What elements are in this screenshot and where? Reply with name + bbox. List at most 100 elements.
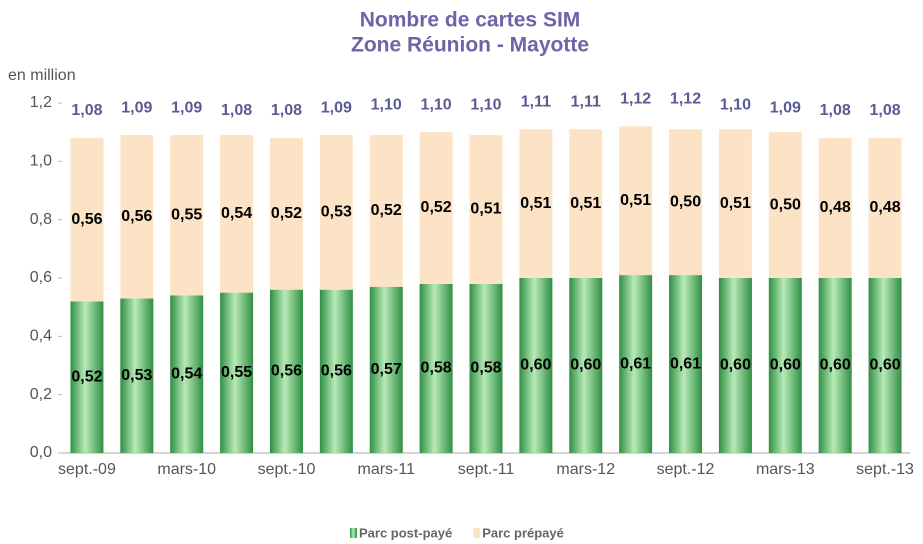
x-tick-label: mars-10: [157, 461, 216, 478]
x-tick-label: sept.-13: [856, 461, 914, 478]
data-label: 0,55: [171, 207, 202, 224]
total-label: 1,08: [271, 102, 302, 119]
bar-segment: [569, 278, 603, 453]
bar-segment: [818, 138, 852, 278]
x-tick-label: sept.-11: [458, 461, 515, 478]
bar-segment: [669, 129, 703, 276]
data-label: 0,48: [869, 199, 900, 216]
data-label: 0,60: [869, 357, 900, 374]
total-label: 1,09: [121, 99, 152, 116]
chart-subtitle: Zone Réunion - Mayotte: [351, 34, 589, 57]
data-label: 0,54: [171, 365, 202, 382]
data-label: 0,48: [820, 199, 851, 216]
bar-segment: [369, 135, 403, 287]
y-tick-label: 0,0: [30, 444, 52, 461]
data-label: 0,54: [221, 205, 252, 222]
total-label: 1,08: [71, 102, 102, 119]
data-label: 0,56: [121, 208, 152, 225]
y-tick-label: 0,8: [30, 211, 52, 228]
total-label: 1,08: [221, 102, 252, 119]
bar-segment: [818, 278, 852, 453]
total-label: 1,08: [820, 102, 851, 119]
total-label: 1,10: [720, 96, 751, 113]
data-label: 0,58: [421, 360, 452, 377]
bar-segment: [469, 135, 503, 284]
legend-swatch: [350, 528, 357, 538]
bar-segment: [70, 301, 104, 453]
total-label: 1,09: [770, 99, 801, 116]
y-tick-label: 1,2: [30, 94, 52, 111]
data-label: 0,55: [221, 364, 252, 381]
data-label: 0,60: [720, 357, 751, 374]
data-label: 0,60: [570, 357, 601, 374]
x-tick-label: sept.-12: [657, 461, 715, 478]
legend-label: Parc prépayé: [482, 525, 564, 540]
bar-segment: [569, 129, 603, 278]
bar-segment: [718, 278, 752, 453]
legend-swatch: [473, 528, 481, 538]
total-label: 1,11: [571, 93, 601, 110]
bar-segment: [419, 132, 453, 284]
y-axis-label: en million: [8, 67, 76, 84]
bar-segment: [619, 275, 653, 453]
y-tick-label: 0,2: [30, 386, 52, 403]
data-label: 0,61: [620, 355, 651, 372]
data-label: 0,60: [820, 357, 851, 374]
data-label: 0,52: [71, 368, 102, 385]
chart-title: Nombre de cartes SIM: [360, 9, 581, 32]
bar-segment: [768, 278, 802, 453]
data-label: 0,56: [71, 211, 102, 228]
bar-segment: [718, 129, 752, 278]
total-label: 1,11: [521, 93, 551, 110]
total-label: 1,09: [321, 99, 352, 116]
bar-segment: [369, 286, 403, 453]
data-label: 0,56: [271, 363, 302, 380]
total-label: 1,09: [171, 99, 202, 116]
bar-segment: [868, 278, 902, 453]
data-label: 0,51: [720, 195, 751, 212]
y-tick-label: 1,0: [30, 153, 52, 170]
bar-segment: [70, 138, 104, 302]
total-label: 1,10: [371, 96, 402, 113]
bar-segment: [269, 289, 303, 453]
bar-segment: [319, 289, 353, 453]
data-label: 0,50: [770, 196, 801, 213]
bar-segment: [519, 129, 553, 278]
bar-segment: [469, 283, 503, 453]
data-label: 0,50: [670, 193, 701, 210]
total-label: 1,08: [869, 102, 900, 119]
x-tick-label: mars-11: [357, 461, 415, 478]
bar-segment: [619, 126, 653, 276]
data-label: 0,52: [421, 199, 452, 216]
total-label: 1,10: [421, 96, 452, 113]
x-tick-label: mars-12: [556, 461, 615, 478]
bar-segment: [768, 132, 802, 278]
total-label: 1,12: [670, 91, 701, 108]
bar-segment: [669, 275, 703, 453]
x-tick-label: sept.-09: [58, 461, 116, 478]
data-label: 0,51: [470, 201, 501, 218]
bar-segment: [220, 292, 254, 453]
bar-segment: [220, 135, 254, 293]
data-label: 0,52: [271, 205, 302, 222]
bar-segment: [319, 135, 353, 290]
bar-segment: [170, 135, 204, 296]
data-label: 0,61: [670, 355, 701, 372]
legend-label: Parc post-payé: [359, 525, 452, 540]
x-tick-label: mars-13: [756, 461, 815, 478]
data-label: 0,53: [321, 204, 352, 221]
bar-segment: [120, 298, 154, 453]
x-tick-label: sept.-10: [258, 461, 316, 478]
data-label: 0,51: [570, 195, 601, 212]
data-label: 0,60: [770, 357, 801, 374]
data-label: 0,51: [620, 192, 651, 209]
bar-segment: [170, 295, 204, 453]
data-label: 0,53: [121, 367, 152, 384]
data-label: 0,51: [520, 195, 551, 212]
bar-segment: [868, 138, 902, 278]
total-label: 1,10: [470, 96, 501, 113]
data-label: 0,57: [371, 361, 402, 378]
y-tick-label: 0,6: [30, 269, 52, 286]
bar-segment: [519, 278, 553, 453]
data-label: 0,58: [470, 360, 501, 377]
